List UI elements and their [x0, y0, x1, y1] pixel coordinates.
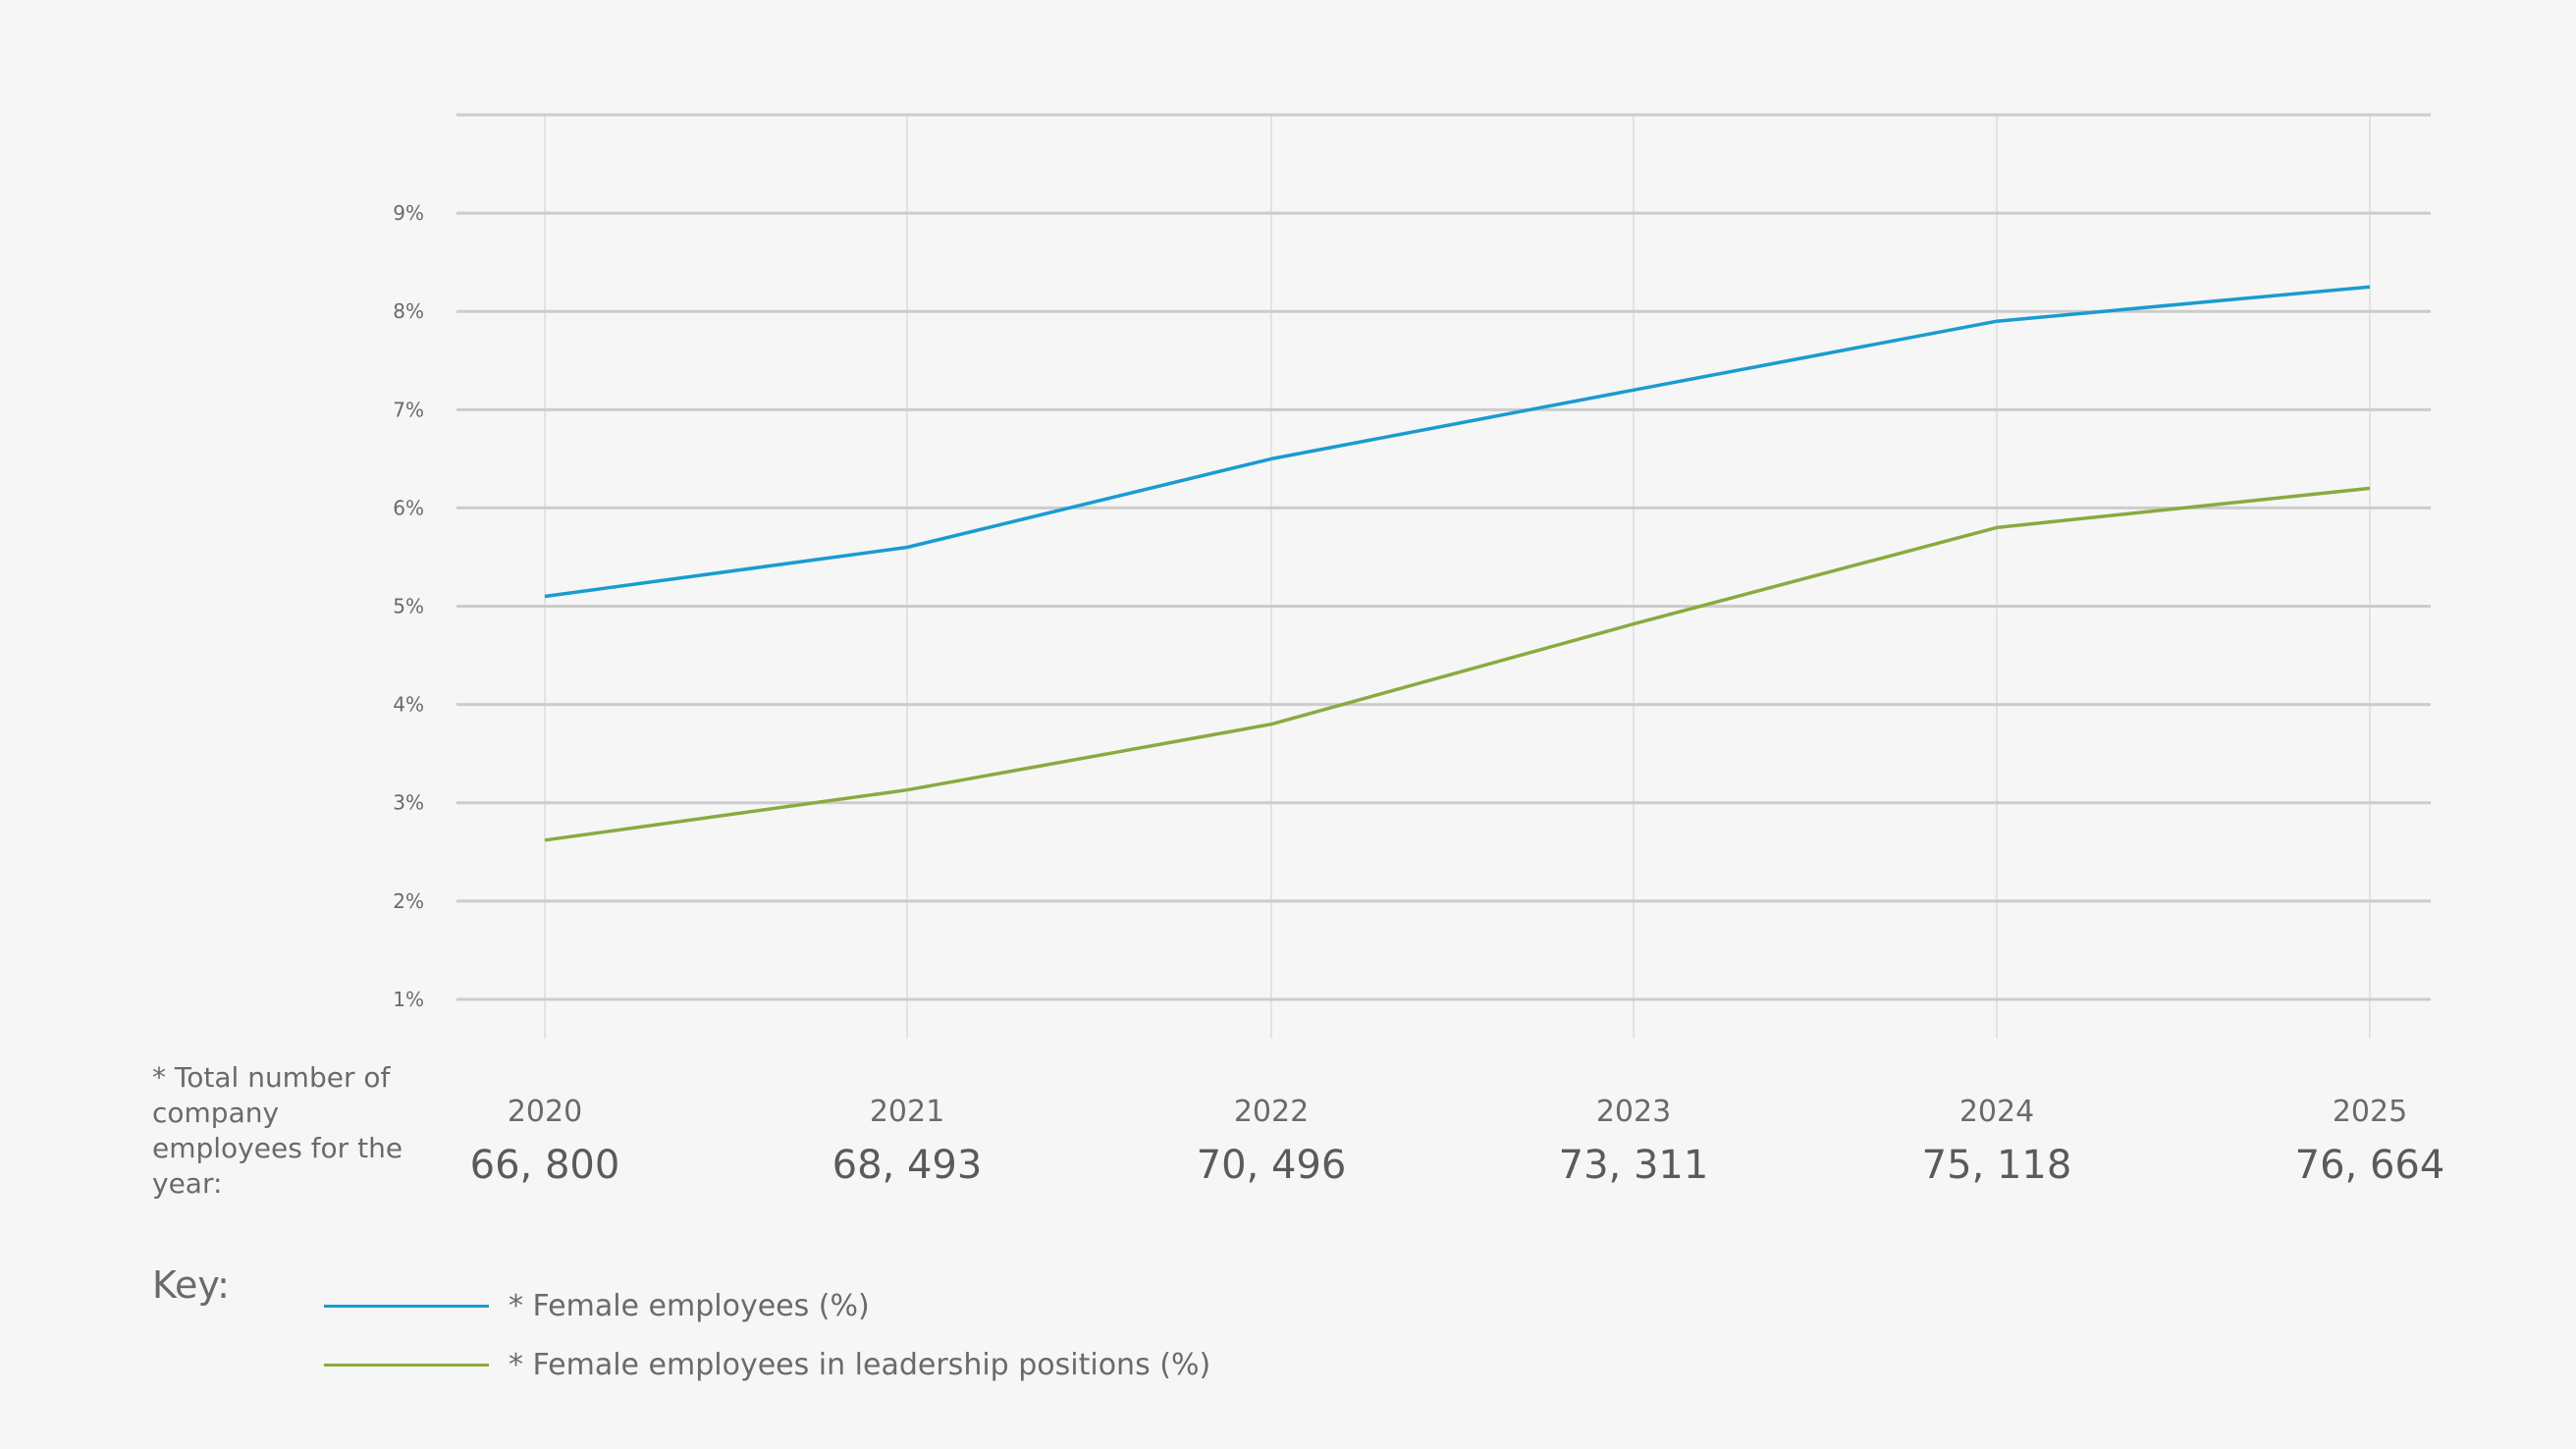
y-axis-tick-labels: 1% 2% 3% 4% 5% 6% 7% 8% 9% — [393, 201, 424, 1011]
employee-count-label: 66, 800 — [470, 1143, 620, 1188]
y-tick-label: 2% — [393, 889, 424, 913]
y-tick-label: 4% — [393, 693, 424, 717]
key-label-female-employees: * Female employees (%) — [509, 1288, 870, 1323]
y-tick-label: 8% — [393, 299, 424, 323]
employee-count-label: 75, 118 — [1922, 1143, 2072, 1188]
x-tick-label-year: 2024 — [1959, 1095, 2034, 1129]
x-axis-year-labels: 2020 2021 2022 2023 2024 2025 — [508, 1095, 2407, 1129]
y-tick-label: 3% — [393, 791, 424, 815]
key-item-female-leadership: * Female employees in leadership positio… — [324, 1345, 1210, 1384]
x-tick-label-year: 2021 — [870, 1095, 944, 1129]
employee-count-label: 70, 496 — [1197, 1143, 1347, 1188]
employee-count-label: 68, 493 — [832, 1143, 983, 1188]
x-tick-label-year: 2025 — [2333, 1095, 2407, 1129]
series-lines — [544, 285, 2371, 842]
series-line-female-employees — [544, 285, 2371, 599]
employee-total-footnote: * Total number of company employees for … — [152, 1061, 403, 1200]
y-tick-label: 9% — [393, 201, 424, 225]
y-tick-label: 6% — [393, 496, 424, 519]
y-tick-label: 7% — [393, 398, 424, 421]
y-tick-label: 1% — [393, 988, 424, 1011]
key-title: Key: — [152, 1263, 230, 1307]
x-tick-label-year: 2023 — [1596, 1095, 1671, 1129]
series-line-female-leadership — [544, 486, 2371, 842]
gridlines — [456, 113, 2431, 1039]
x-tick-label-year: 2020 — [508, 1095, 582, 1129]
key-swatch-green-line — [324, 1363, 489, 1367]
employee-count-labels: 66, 800 68, 493 70, 496 73, 311 75, 118 76, 6… — [470, 1143, 2445, 1188]
x-tick-label-year: 2022 — [1234, 1095, 1309, 1129]
employee-count-label: 76, 664 — [2295, 1143, 2445, 1188]
y-tick-label: 5% — [393, 595, 424, 618]
key-item-female-employees: * Female employees (%) — [324, 1286, 870, 1325]
employee-count-label: 73, 311 — [1559, 1143, 1709, 1188]
key-swatch-blue-line — [324, 1304, 489, 1308]
key-label-female-leadership: * Female employees in leadership positio… — [509, 1347, 1211, 1382]
